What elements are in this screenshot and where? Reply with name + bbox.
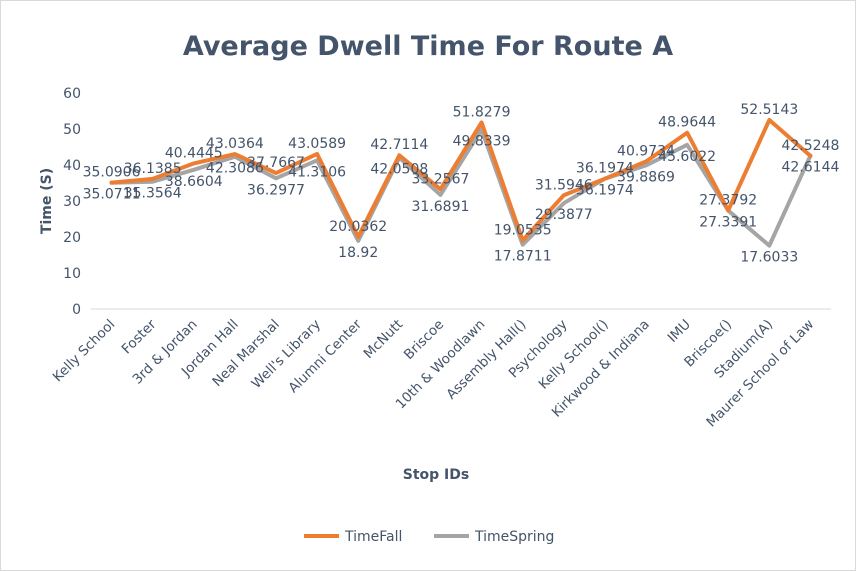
data-label-timefall: 36.1974: [576, 161, 634, 177]
data-label-timespring: 35.3564: [124, 186, 182, 202]
y-tick-label: 30: [63, 194, 81, 210]
data-label-timefall: 33.2567: [411, 171, 469, 187]
data-label-timefall: 19.0535: [494, 222, 552, 238]
x-tick-label: Kelly School: [50, 317, 119, 386]
data-label-timefall: 35.0906: [83, 165, 141, 181]
y-tick-label: 40: [63, 158, 81, 174]
data-label-timespring: 49.8339: [453, 134, 511, 150]
data-label-timefall: 52.5143: [740, 102, 798, 118]
y-tick-label: 20: [63, 230, 81, 246]
data-label-timefall: 40.4445: [165, 145, 223, 161]
x-axis-title: Stop IDs: [403, 467, 469, 483]
data-label-timefall: 51.8279: [453, 104, 511, 120]
data-label-timefall: 42.7114: [370, 137, 428, 153]
data-label-timespring: 17.8711: [494, 249, 552, 265]
data-label-timefall: 27.3792: [699, 192, 757, 208]
data-label-timespring: 29.3877: [535, 207, 593, 223]
series-line-timefall: [109, 117, 813, 243]
data-label-timefall: 31.5946: [535, 177, 593, 193]
data-label-timefall: 48.9644: [658, 115, 716, 131]
data-label-timespring: 36.2977: [247, 182, 305, 198]
y-tick-label: 50: [63, 122, 81, 138]
series-lines: [109, 117, 813, 248]
data-label-timefall: 43.0364: [206, 136, 264, 152]
data-label-timespring: 38.6604: [165, 174, 223, 190]
x-tick-label: IMU: [665, 317, 694, 346]
y-tick-label: 0: [72, 302, 81, 318]
legend-label-timespring: TimeSpring: [474, 529, 554, 545]
legend-label-timefall: TimeFall: [344, 529, 402, 545]
data-label-timespring: 35.0711: [83, 187, 141, 203]
x-tick-label: McNutt: [361, 317, 406, 362]
series-line-timespring: [109, 127, 813, 248]
data-label-timefall: 40.9734: [617, 143, 675, 159]
y-axis-ticks: 0 10 20 30 40 50 60: [63, 86, 81, 318]
data-label-timefall: 20.0362: [329, 219, 387, 235]
data-label-timespring: 41.3106: [288, 164, 346, 180]
chart-title: Average Dwell Time For Route A: [183, 31, 673, 62]
data-label-timespring: 42.3086: [206, 161, 264, 177]
data-label-timespring: 42.6144: [781, 160, 839, 176]
data-label-timefall: 37.7667: [247, 155, 305, 171]
data-label-timespring: 45.6022: [658, 149, 716, 165]
data-label-timespring: 27.3391: [699, 215, 757, 231]
data-label-timefall: 42.5248: [781, 138, 839, 154]
data-label-timespring: 42.0508: [370, 162, 428, 178]
data-label-timefall: 43.0589: [288, 136, 346, 152]
data-label-timespring: 31.6891: [411, 199, 469, 215]
y-axis-title: Time (S): [39, 168, 55, 234]
legend: TimeFall TimeSpring: [304, 529, 554, 545]
data-label-timespring: 39.8869: [617, 169, 675, 185]
data-label-timespring: 36.1974: [576, 183, 634, 199]
data-label-timespring: 18.92: [338, 245, 378, 261]
data-label-timespring: 17.6033: [740, 250, 798, 266]
x-tick-label: Alumni Center: [285, 316, 365, 396]
y-tick-label: 10: [63, 266, 81, 282]
data-label-timefall: 36.1385: [124, 161, 182, 177]
y-tick-label: 60: [63, 86, 81, 102]
